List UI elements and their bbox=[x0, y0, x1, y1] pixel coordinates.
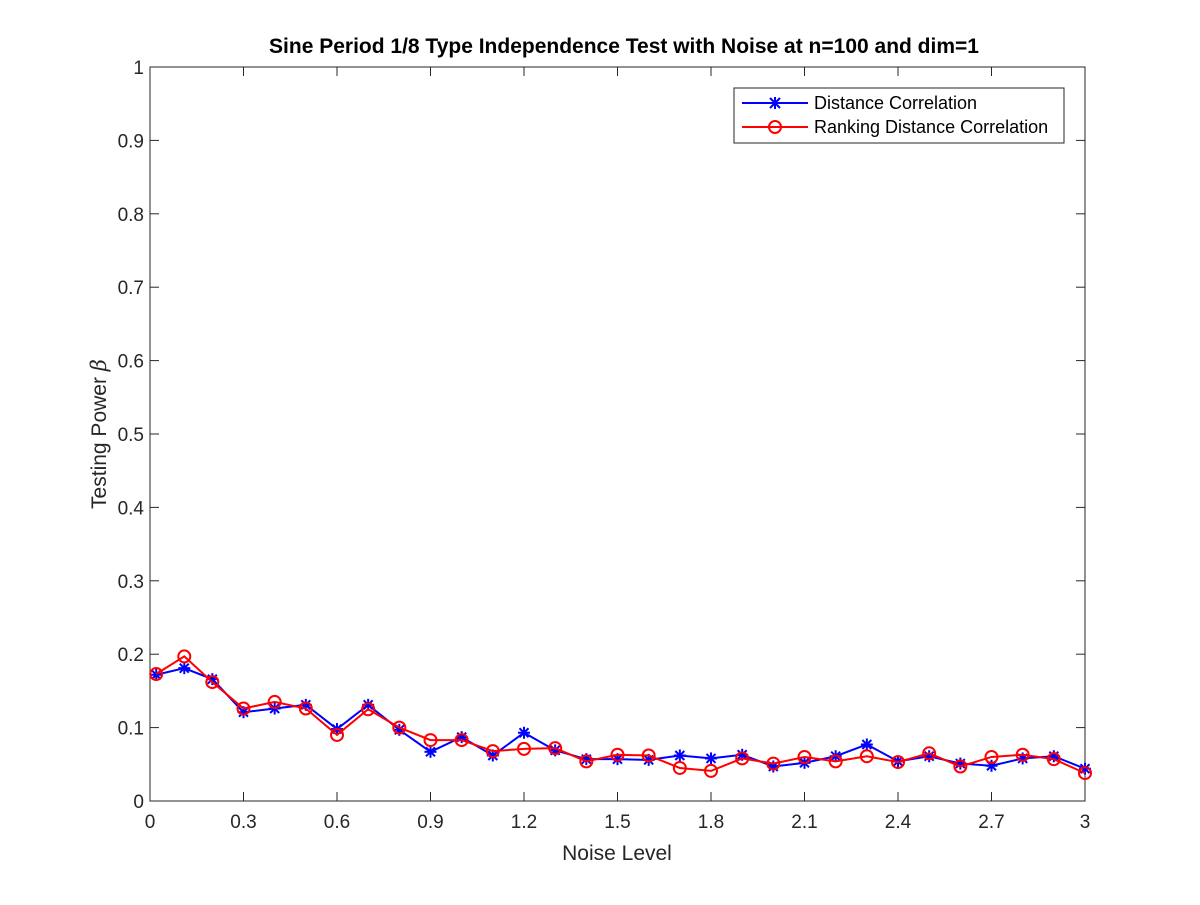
x-tick-label: 0.6 bbox=[324, 812, 350, 833]
data-point-ranking-distance-correlation bbox=[149, 667, 164, 682]
x-tick-label: 0 bbox=[145, 812, 156, 833]
x-tick-label: 2.4 bbox=[885, 812, 912, 833]
data-point-ranking-distance-correlation bbox=[1046, 752, 1061, 767]
y-tick-label: 0.3 bbox=[118, 572, 144, 593]
data-point-ranking-distance-correlation bbox=[891, 755, 905, 770]
x-axis-label: Noise Level bbox=[562, 842, 672, 865]
data-point-ranking-distance-correlation bbox=[579, 754, 594, 769]
data-point-ranking-distance-correlation bbox=[330, 727, 344, 742]
y-axis-label: Testing Power β bbox=[87, 359, 111, 509]
data-point-ranking-distance-correlation bbox=[454, 733, 469, 748]
x-tick-label: 1.5 bbox=[604, 812, 630, 833]
x-tick-label: 3 bbox=[1080, 812, 1091, 833]
y-axis: 0 0.1 0.2 0.3 0.4 0.5 0.6 0.7 0.8 0.9 1 bbox=[118, 58, 1085, 813]
y-tick-label: 1 bbox=[133, 58, 144, 79]
data-point-ranking-distance-correlation bbox=[236, 701, 251, 716]
series-layer bbox=[149, 649, 1092, 781]
y-tick-label: 0.7 bbox=[118, 278, 144, 299]
y-tick-label: 0 bbox=[133, 792, 144, 813]
data-point-ranking-distance-correlation bbox=[704, 763, 718, 778]
x-tick-label: 0.3 bbox=[230, 812, 256, 833]
x-tick-label: 1.2 bbox=[511, 812, 537, 833]
data-point-ranking-distance-correlation bbox=[797, 749, 812, 764]
plot-area bbox=[149, 66, 1086, 802]
data-point-ranking-distance-correlation bbox=[177, 649, 192, 664]
x-axis: 0 0.3 0.6 0.9 1.2 1.5 1.8 2.1 2.4 2.7 3 bbox=[145, 67, 1091, 833]
data-point-ranking-distance-correlation bbox=[267, 694, 282, 709]
data-point-ranking-distance-correlation bbox=[641, 748, 656, 763]
data-point-distance-correlation bbox=[518, 726, 530, 739]
data-point-distance-correlation bbox=[705, 752, 717, 765]
legend-marker-circle bbox=[768, 120, 782, 134]
y-tick-label: 0.1 bbox=[118, 719, 144, 740]
y-tick-label: 0.4 bbox=[118, 498, 145, 519]
data-point-ranking-distance-correlation bbox=[423, 733, 438, 748]
data-point-ranking-distance-correlation bbox=[922, 746, 937, 761]
data-point-ranking-distance-correlation bbox=[361, 702, 376, 717]
data-point-distance-correlation bbox=[860, 738, 873, 751]
y-tick-label: 0.9 bbox=[118, 131, 144, 152]
x-tick-label: 1.8 bbox=[698, 812, 724, 833]
series-line-ranking-distance-correlation bbox=[155, 655, 1086, 775]
legend: Distance Correlation Ranking Distance Co… bbox=[733, 87, 1065, 144]
data-point-distance-correlation bbox=[424, 745, 437, 758]
x-tick-label: 2.1 bbox=[791, 812, 817, 833]
y-tick-label: 0.8 bbox=[118, 205, 144, 226]
data-point-ranking-distance-correlation bbox=[672, 760, 687, 775]
y-axis-label-text: Testing Power bbox=[88, 377, 111, 509]
data-point-ranking-distance-correlation bbox=[735, 751, 750, 766]
data-point-ranking-distance-correlation bbox=[485, 744, 500, 759]
data-point-ranking-distance-correlation bbox=[984, 749, 999, 764]
data-point-ranking-distance-correlation bbox=[766, 756, 781, 771]
data-point-ranking-distance-correlation bbox=[610, 747, 625, 762]
data-point-ranking-distance-correlation bbox=[517, 741, 531, 756]
y-tick-label: 0.2 bbox=[118, 645, 144, 666]
legend-label-distance-correlation: Distance Correlation bbox=[814, 93, 977, 113]
data-point-ranking-distance-correlation bbox=[205, 675, 220, 690]
x-tick-label: 2.7 bbox=[978, 812, 1004, 833]
data-point-ranking-distance-correlation bbox=[953, 759, 968, 774]
x-tick-label: 0.9 bbox=[417, 812, 443, 833]
data-point-ranking-distance-correlation bbox=[548, 741, 563, 756]
y-tick-label: 0.6 bbox=[118, 352, 144, 373]
y-tick-label: 0.5 bbox=[118, 425, 144, 446]
data-point-ranking-distance-correlation bbox=[1078, 766, 1092, 781]
data-point-ranking-distance-correlation bbox=[1015, 747, 1030, 762]
data-point-ranking-distance-correlation bbox=[828, 754, 843, 769]
legend-box bbox=[733, 87, 1065, 144]
series-ranking-distance-correlation bbox=[149, 649, 1092, 781]
data-point-distance-correlation bbox=[178, 662, 191, 675]
data-point-distance-correlation bbox=[673, 749, 686, 762]
data-point-ranking-distance-correlation bbox=[859, 749, 874, 764]
chart-title: Sine Period 1/8 Type Independence Test w… bbox=[269, 35, 979, 58]
legend-marker-asterisk bbox=[769, 97, 781, 109]
data-point-ranking-distance-correlation bbox=[392, 720, 407, 735]
data-point-distance-correlation bbox=[150, 668, 163, 681]
data-point-ranking-distance-correlation bbox=[298, 701, 313, 716]
y-axis-label-symbol: β bbox=[87, 359, 111, 372]
legend-label-ranking-distance-correlation: Ranking Distance Correlation bbox=[814, 117, 1048, 137]
